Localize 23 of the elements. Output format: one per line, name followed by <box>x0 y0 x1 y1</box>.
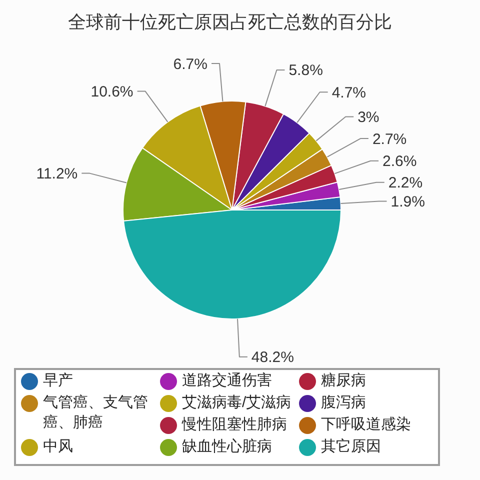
data-label: 4.7% <box>332 84 366 102</box>
legend-label: 慢性阻塞性肺病 <box>182 415 288 435</box>
legend-label: 中风 <box>43 437 74 457</box>
data-label: 2.2% <box>388 174 423 192</box>
legend-label: 道路交通伤害 <box>182 371 273 391</box>
data-label: 10.6% <box>90 84 134 101</box>
data-label: 2.6% <box>382 153 417 170</box>
data-label: 3% <box>358 108 380 126</box>
legend-label: 早产 <box>43 371 74 391</box>
legend-label: 腹泻病 <box>321 393 367 413</box>
data-label: 48.2% <box>251 349 294 366</box>
legend-label: 气管癌、支气管癌、肺癌 <box>43 393 149 433</box>
chart-title: 全球前十位死亡原因占死亡总数的百分比 <box>67 11 393 34</box>
data-label: 1.9% <box>390 193 425 210</box>
data-label: 6.7% <box>173 56 208 73</box>
data-label: 2.7% <box>372 130 407 148</box>
legend-label: 缺血性心脏病 <box>182 437 273 457</box>
legend-label: 下呼吸道感染 <box>321 415 412 435</box>
data-label: 5.8% <box>288 62 323 80</box>
legend-label: 糖尿病 <box>321 371 367 391</box>
legend-label: 其它原因 <box>321 437 382 457</box>
data-label: 11.2% <box>36 166 78 183</box>
legend-label: 艾滋病毒/艾滋病 <box>182 393 292 413</box>
